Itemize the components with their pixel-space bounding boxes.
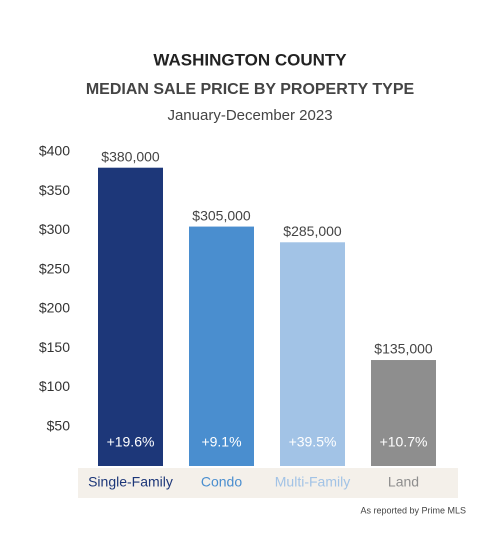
y-tick-label: $300 [39,221,70,237]
bar [98,167,163,466]
change-label: +19.6% [107,434,155,450]
change-label: +39.5% [289,434,337,450]
y-tick-label: $150 [39,339,70,355]
value-label: $305,000 [192,207,251,223]
y-tick-label: $350 [39,182,70,198]
x-tick-label: Single-Family [88,474,173,490]
value-label: $380,000 [101,148,160,164]
source-note: As reported by Prime MLS [360,505,466,515]
y-tick-label: $250 [39,260,70,276]
chart-period: January-December 2023 [167,107,332,124]
bar [189,226,254,466]
y-tick-label: $200 [39,300,70,316]
x-tick-label: Condo [201,474,242,490]
bar [280,242,345,466]
x-tick-label: Land [388,474,419,490]
value-label: $135,000 [374,341,433,357]
category-strip [78,468,458,498]
bar [371,360,436,466]
y-tick-label: $100 [39,378,70,394]
x-tick-label: Multi-Family [275,474,350,490]
chart-subtitle: MEDIAN SALE PRICE BY PROPERTY TYPE [86,81,415,98]
value-label: $285,000 [283,223,342,239]
y-tick-label: $400 [39,143,70,159]
chart-title: WASHINGTON COUNTY [153,50,347,69]
change-label: +9.1% [201,434,241,450]
y-tick-label: $50 [47,417,71,433]
change-label: +10.7% [380,434,428,450]
